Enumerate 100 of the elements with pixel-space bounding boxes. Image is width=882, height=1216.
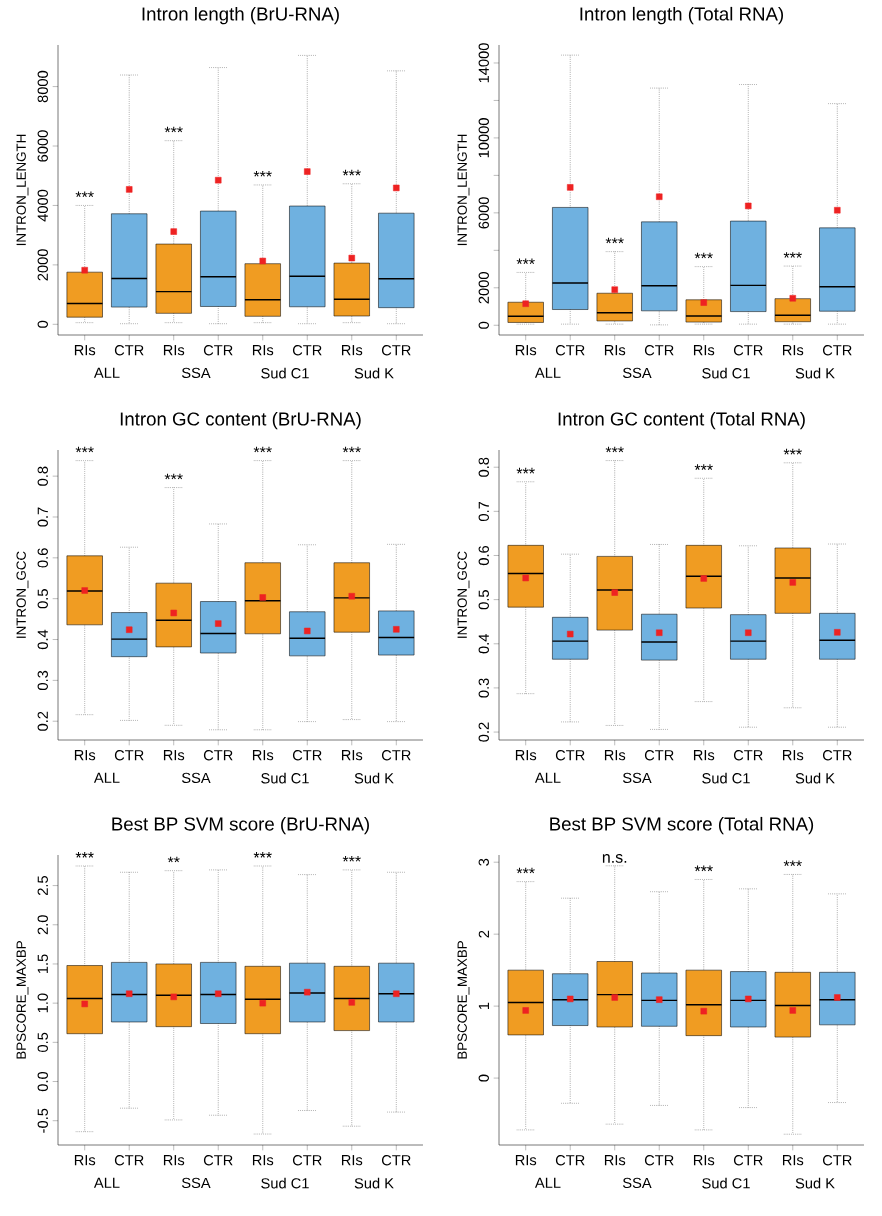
x-tick-label: RIs [252, 345, 274, 356]
y-tick-label: 0.5 [478, 590, 489, 610]
annotation: *** [605, 237, 624, 244]
chart-title: Best BP SVM score (Total RNA) [550, 816, 814, 835]
text: Sud K [354, 1177, 394, 1189]
annotation: *** [342, 446, 361, 453]
text: Sud C1 [261, 1177, 309, 1189]
x-tick-label: CTR [733, 345, 763, 356]
annotation: *** [783, 252, 802, 258]
y-tick-label: 0.2 [478, 722, 489, 742]
text: Sud K [795, 367, 835, 379]
y-tick-label: 3 [478, 858, 489, 866]
x-tick-label: RIs [74, 750, 96, 761]
x-tick-label: CTR [733, 750, 763, 761]
y-tick-label: 0.6 [478, 545, 489, 566]
text: Sud C1 [702, 772, 750, 784]
y-tick-label: 2.0 [37, 915, 48, 935]
text: ALL [93, 1177, 120, 1188]
x-tick-label: CTR [555, 750, 585, 761]
y-axis-title: INTRON_LENGTH [16, 134, 29, 246]
y-tick-label: 0.5 [37, 589, 48, 609]
y-axis-title: INTRON_LENGTH [457, 134, 470, 246]
text: Sud K [795, 1177, 835, 1189]
annotation: *** [342, 855, 361, 862]
x-tick-label: CTR [203, 345, 233, 356]
x-tick-label: CTR [644, 345, 674, 356]
chart-title: Best BP SVM score (BrU-RNA) [112, 816, 369, 835]
x-tick-label: RIs [693, 750, 715, 761]
y-tick-label: 1 [478, 1002, 489, 1010]
y-axis-title: BPSCORE_MAXBP [16, 941, 29, 1059]
chart-title: Intron GC content (BrU-RNA) [120, 411, 361, 430]
x-tick-label: CTR [381, 345, 411, 356]
x-tick-label: CTR [381, 1155, 411, 1166]
x-tick-label: CTR [114, 1155, 144, 1166]
y-tick-label: 10000 [478, 118, 489, 158]
x-tick-label: RIs [163, 750, 185, 761]
x-tick-label: CTR [203, 1155, 233, 1166]
y-tick-label: -0.5 [37, 1108, 48, 1133]
x-tick-label: CTR [114, 345, 144, 356]
x-tick-label: RIs [74, 1155, 96, 1166]
text: ALL [534, 367, 561, 378]
x-tick-label: RIs [782, 345, 804, 356]
annotation: ** [167, 856, 180, 863]
annotation: *** [75, 446, 94, 453]
y-tick-label: 2 [478, 930, 489, 938]
annotation: *** [516, 867, 535, 874]
annotation: *** [75, 852, 94, 858]
y-tick-label: 0 [478, 321, 489, 329]
text: ALL [534, 772, 561, 783]
x-tick-label: RIs [341, 750, 363, 761]
x-tick-label: CTR [381, 750, 411, 761]
y-tick-label: 0.7 [478, 501, 489, 521]
text: SSA [622, 367, 652, 379]
y-tick-label: 0.5 [37, 1032, 48, 1052]
x-tick-label: RIs [604, 750, 626, 761]
text: ALL [93, 367, 120, 378]
x-tick-label: CTR [203, 750, 233, 761]
x-tick-label: CTR [555, 345, 585, 356]
annotation: *** [253, 171, 272, 177]
y-tick-label: 0.7 [37, 507, 48, 527]
y-tick-label: 0 [37, 320, 48, 328]
annotation: *** [164, 126, 183, 133]
x-tick-label: RIs [515, 1155, 537, 1166]
text: SSA [622, 1177, 652, 1189]
annotation: *** [164, 473, 183, 480]
y-tick-label: 4000 [37, 189, 48, 222]
text: Sud C1 [261, 367, 309, 379]
x-tick-label: RIs [341, 345, 363, 356]
x-tick-label: RIs [252, 1155, 274, 1166]
x-tick-label: RIs [341, 1155, 363, 1166]
x-tick-label: RIs [782, 1155, 804, 1166]
y-tick-label: 2000 [37, 249, 48, 281]
x-tick-label: CTR [114, 750, 144, 761]
x-tick-label: RIs [604, 1155, 626, 1166]
text: SSA [622, 772, 652, 784]
chart-title: Intron length (BrU-RNA) [142, 6, 339, 25]
y-tick-label: 2.5 [37, 876, 48, 896]
y-tick-label: 0.8 [37, 466, 48, 486]
x-tick-label: RIs [163, 345, 185, 356]
y-tick-label: 0.2 [37, 711, 48, 731]
x-tick-label: RIs [693, 1155, 715, 1166]
text: ALL [534, 1177, 561, 1188]
x-tick-label: RIs [515, 345, 537, 356]
text: ALL [93, 772, 120, 783]
y-tick-label: 1.0 [37, 993, 48, 1013]
annotation: *** [694, 252, 713, 259]
y-axis-title: INTRON_GCC [457, 551, 470, 638]
x-tick-label: CTR [733, 1155, 763, 1166]
annotation: *** [253, 446, 272, 453]
text: Sud C1 [261, 772, 309, 784]
x-tick-label: CTR [292, 1155, 322, 1166]
x-tick-label: CTR [555, 1155, 585, 1166]
y-tick-label: 14000 [478, 43, 489, 83]
annotation: n.s. [602, 854, 627, 863]
text: Sud K [795, 772, 835, 784]
y-tick-label: 0.4 [37, 629, 48, 650]
y-axis-title: BPSCORE_MAXBP [457, 941, 470, 1059]
annotation: *** [253, 852, 272, 858]
text: Sud K [354, 772, 394, 784]
x-tick-label: CTR [644, 1155, 674, 1166]
